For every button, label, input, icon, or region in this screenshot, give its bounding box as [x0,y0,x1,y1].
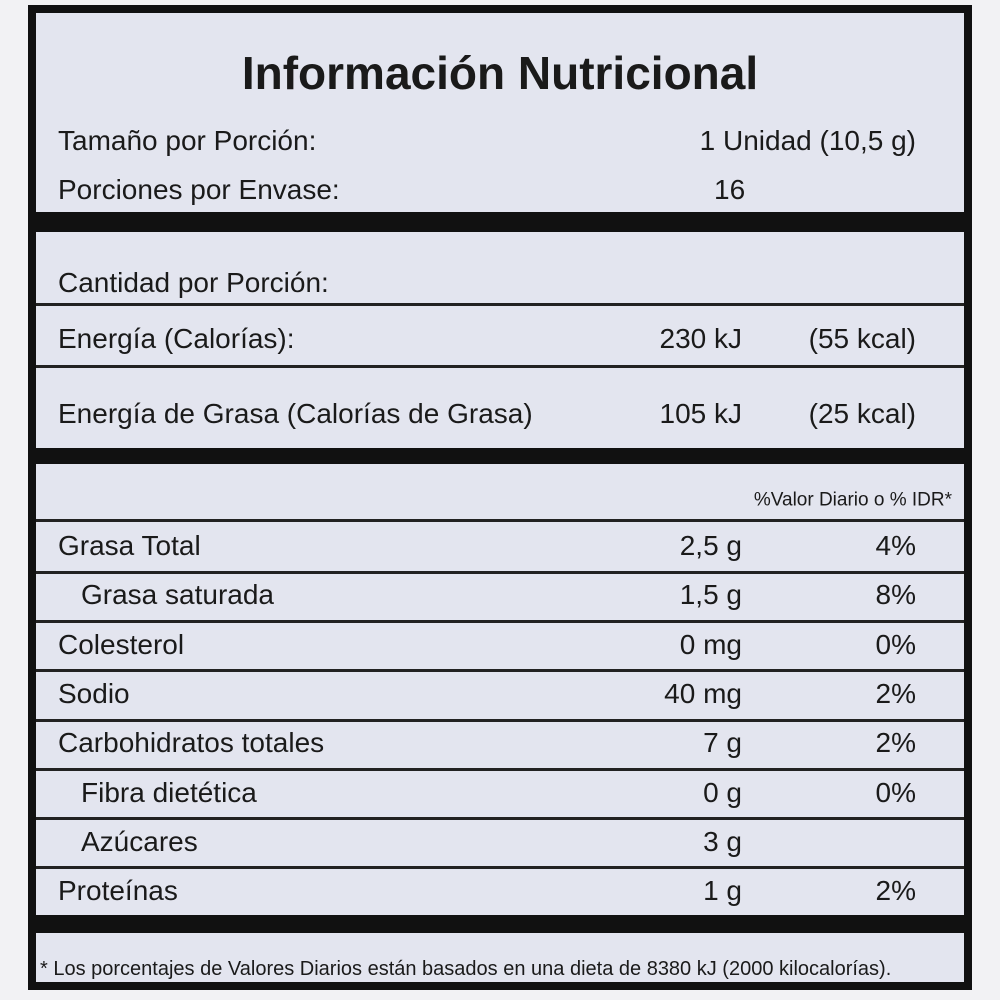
nutrient-name: Azúcares [81,825,198,857]
dv-header: %Valor Diario o % IDR* [753,489,952,511]
nutrient-dv: 2% [875,727,916,759]
rule [36,519,964,522]
nutrient-name: Colesterol [58,628,185,660]
nutrient-dv: 4% [875,530,916,561]
footnote: * Los porcentajes de Valores Diarios est… [40,958,892,980]
nutrient-amount: 7 g [703,727,742,759]
rule [36,570,964,574]
nutrient-amount: 2,5 g [679,530,742,561]
thick-bar [36,212,964,232]
energy-label: Energía (Calorías): [58,323,295,354]
energy-kcal: (55 kcal) [808,323,916,354]
nutrient-dv: 2% [875,677,916,709]
nutrient-amount: 0 mg [679,628,742,660]
rule [36,365,964,368]
nutrient-amount: 0 g [703,776,742,808]
rule [36,303,964,306]
nutrient-name: Carbohidratos totales [58,727,325,759]
rule [36,619,964,623]
nutrient-amount: 3 g [703,825,742,857]
nutrient-name: Grasa Total [58,530,201,561]
serving-label: Porciones por Envase: [58,174,340,205]
title: Información Nutricional [241,47,759,99]
nutrient-amount: 1,5 g [679,579,742,611]
nutrient-dv: 2% [875,875,916,907]
nutrient-amount: 1 g [703,875,742,907]
nutrient-amount: 40 mg [664,677,742,709]
serving-value: 16 [714,174,746,205]
serving-label: Tamaño por Porción: [58,125,317,156]
nutrient-name: Sodio [58,677,130,709]
thick-bar [36,915,964,933]
amount-header: Cantidad por Porción: [58,267,329,298]
energy-label: Energía de Grasa (Calorías de Grasa) [58,398,533,429]
nutrient-dv: 0% [875,776,916,808]
energy-kcal: (25 kcal) [808,398,916,429]
nutrient-dv: 8% [875,579,916,611]
nutrient-name: Grasa saturada [81,579,274,611]
nutrient-dv: 0% [875,628,916,660]
nutrition-label: Información Nutricional Tamaño por Porci… [28,5,972,990]
serving-value: 1 Unidad (10,5 g) [699,125,916,156]
rule [36,718,964,722]
rule [36,669,964,673]
rule [36,767,964,771]
rule [36,866,964,870]
energy-kj: 230 kJ [659,323,743,354]
thick-bar [36,448,964,464]
energy-kj: 105 kJ [659,398,743,429]
nutrient-name: Proteínas [58,875,178,907]
nutrient-name: Fibra dietética [81,776,257,808]
rule [36,817,964,821]
